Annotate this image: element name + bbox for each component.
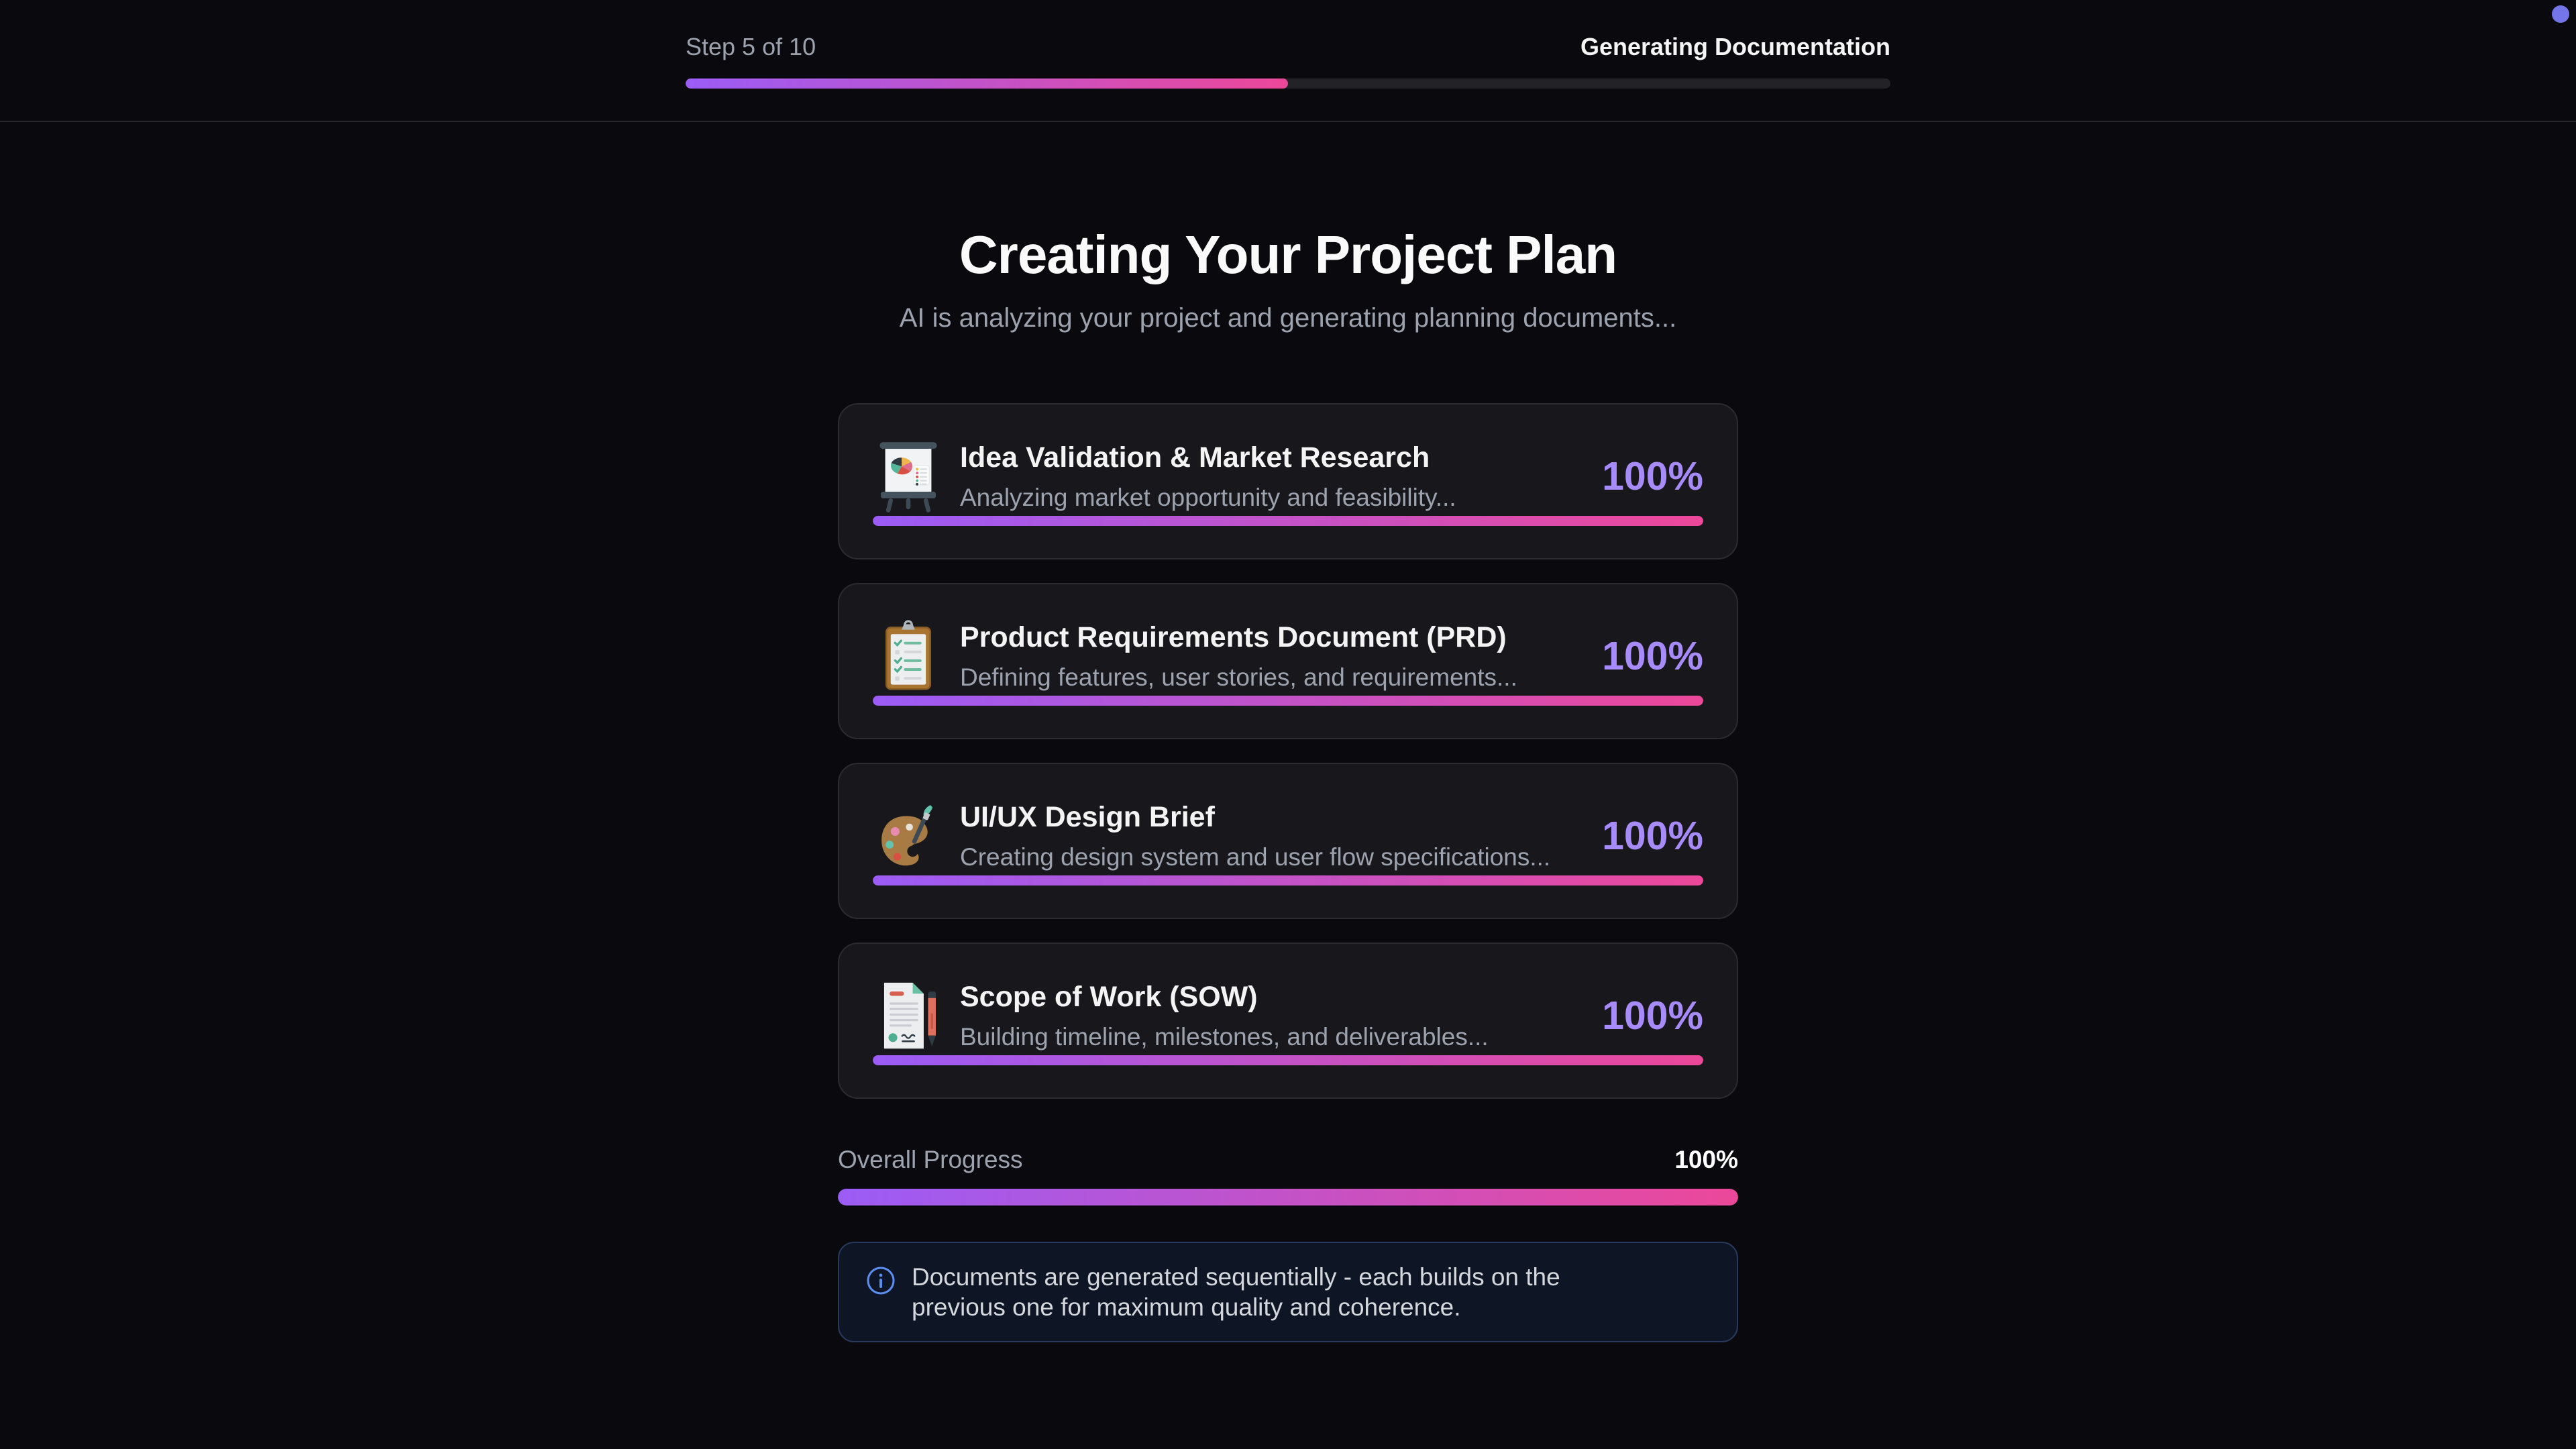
presentation-pie-chart-icon (873, 437, 944, 516)
document-percent: 100% (1602, 814, 1703, 858)
document-progress-track (873, 875, 1703, 885)
info-note-text: Documents are generated sequentially - e… (912, 1263, 1560, 1321)
document-progress-track (873, 1055, 1703, 1065)
wizard-progress-track (686, 78, 1890, 89)
document-title: Product Requirements Document (PRD) (960, 621, 1507, 653)
document-percent: 100% (1602, 994, 1703, 1038)
document-description: Analyzing market opportunity and feasibi… (960, 483, 1456, 511)
clipboard-checklist-icon (873, 616, 944, 696)
overall-progress-label: Overall Progress (838, 1146, 1023, 1173)
phase-title: Generating Documentation (1580, 32, 1890, 60)
document-description: Defining features, user stories, and req… (960, 663, 1517, 691)
info-circle-icon (866, 1266, 896, 1299)
overall-progress-section: Overall Progress 100% (838, 1146, 1738, 1205)
page-subtitle: AI is analyzing your project and generat… (899, 303, 1677, 333)
hero-section: Creating Your Project Plan AI is analyzi… (0, 224, 2576, 333)
wizard-progress-fill (686, 78, 1288, 89)
document-progress-track (873, 516, 1703, 526)
overall-progress-fill (838, 1189, 1738, 1205)
page-title: Creating Your Project Plan (959, 225, 1617, 284)
document-card-idea-validation: Idea Validation & Market Research Analyz… (838, 403, 1738, 559)
document-title: Scope of Work (SOW) (960, 980, 1258, 1013)
document-progress-fill (873, 696, 1703, 706)
status-dot (2552, 5, 2569, 23)
overall-progress-percent: 100% (1674, 1146, 1738, 1173)
document-card-design-brief: UI/UX Design Brief Creating design syste… (838, 763, 1738, 919)
art-palette-icon (873, 796, 944, 875)
info-note: Documents are generated sequentially - e… (838, 1242, 1738, 1342)
top-progress-header: Step 5 of 10 Generating Documentation (0, 0, 2576, 122)
document-progress-fill (873, 875, 1703, 885)
document-description: Building timeline, milestones, and deliv… (960, 1022, 1489, 1051)
document-title: UI/UX Design Brief (960, 800, 1215, 833)
document-card-prd: Product Requirements Document (PRD) Defi… (838, 583, 1738, 739)
document-progress-fill (873, 1055, 1703, 1065)
document-with-pen-icon (873, 976, 944, 1055)
document-title: Idea Validation & Market Research (960, 441, 1430, 474)
document-percent: 100% (1602, 634, 1703, 678)
document-card-sow: Scope of Work (SOW) Building timeline, m… (838, 943, 1738, 1099)
document-progress-fill (873, 516, 1703, 526)
document-card-list: Idea Validation & Market Research Analyz… (838, 403, 1738, 1099)
document-progress-track (873, 696, 1703, 706)
document-description: Creating design system and user flow spe… (960, 843, 1551, 871)
document-percent: 100% (1602, 454, 1703, 498)
step-counter: Step 5 of 10 (686, 32, 816, 60)
overall-progress-track (838, 1189, 1738, 1205)
